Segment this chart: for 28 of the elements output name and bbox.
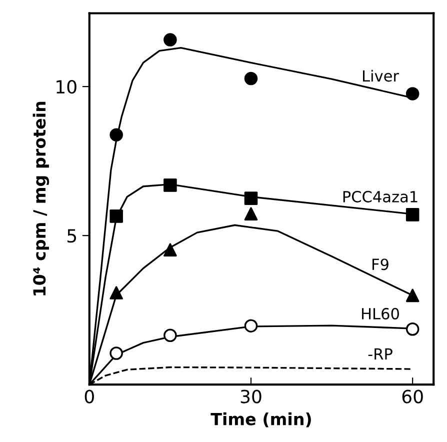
y-axis-title: 10⁴ cpm / mg protein: [32, 102, 50, 296]
y-tick-label: 5: [68, 229, 76, 243]
point: [406, 87, 420, 100]
point: [164, 33, 177, 46]
x-tick-label: 0: [84, 390, 94, 404]
point: [406, 288, 420, 302]
series-label: HL60: [362, 308, 399, 320]
x-tick-label: 60: [402, 390, 423, 404]
point: [244, 192, 258, 205]
point: [110, 128, 123, 142]
point: [110, 210, 123, 223]
x-axis-title: Time (min): [210, 412, 311, 428]
point: [244, 72, 258, 86]
series-label: Liver: [363, 70, 399, 82]
point: [110, 286, 123, 300]
point: [244, 319, 258, 332]
x-tick-label: 30: [240, 390, 262, 404]
point: [406, 322, 420, 336]
point: [110, 346, 123, 360]
point: [406, 208, 420, 222]
series-label: -RP: [368, 348, 392, 360]
text: F9: [372, 258, 388, 270]
point: [164, 328, 177, 342]
point: [244, 207, 258, 220]
series-label: PCC4aza1: [343, 190, 418, 202]
point: [164, 178, 177, 192]
point: [164, 243, 177, 256]
y-tick-label: 10: [56, 80, 76, 94]
